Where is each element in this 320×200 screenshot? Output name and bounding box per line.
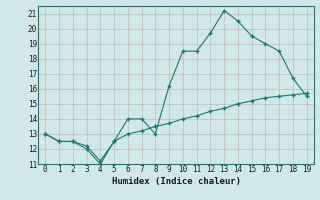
X-axis label: Humidex (Indice chaleur): Humidex (Indice chaleur) xyxy=(111,177,241,186)
